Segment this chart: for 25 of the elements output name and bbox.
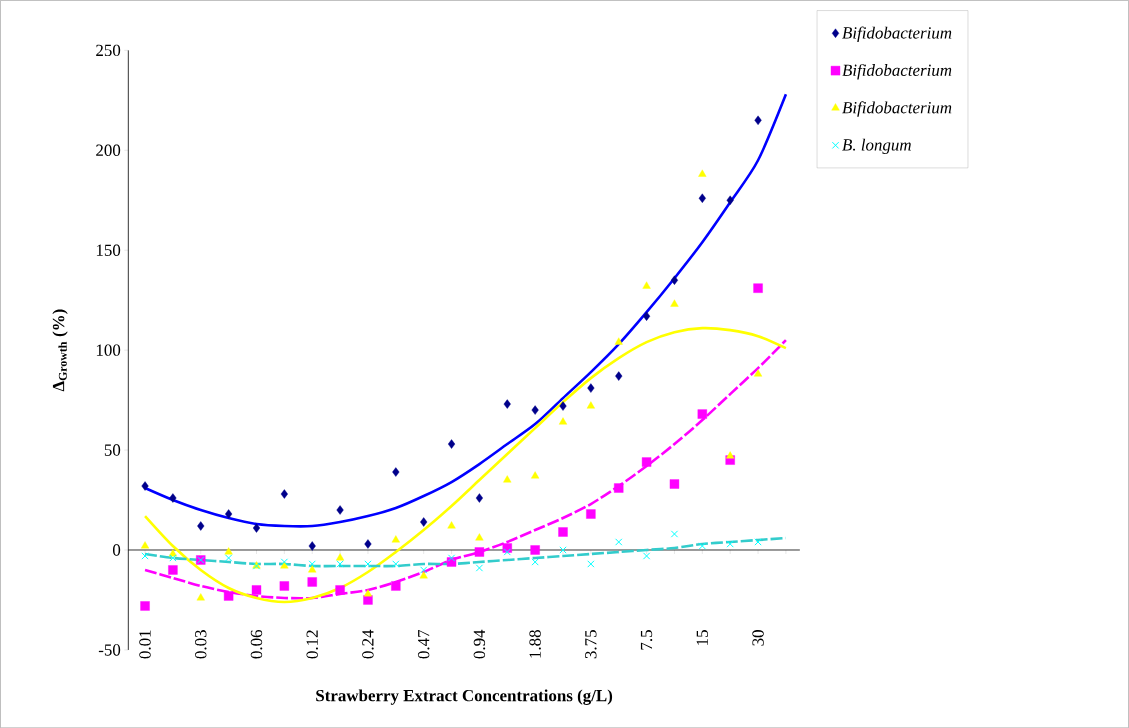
y-axis-title: Δ$_{Growth}$ (%): [52, 309, 68, 392]
legend-label: B. longum: [842, 138, 911, 154]
legend-label: Bifidobacterium: [842, 101, 952, 117]
x-axis-title: Strawberry Extract Concentrations (g/L): [316, 689, 613, 705]
y-tick-label: 200: [96, 144, 121, 156]
y-tick-label: 150: [96, 244, 121, 256]
y-tick-label: -50: [98, 644, 121, 656]
x-tick-label: 7.5: [640, 629, 653, 650]
x-tick-label: 0.03: [195, 629, 207, 659]
legend-label: Bifidobacterium: [842, 63, 952, 80]
x-tick-label: 30: [752, 629, 764, 646]
y-tick-label: 250: [96, 44, 121, 56]
x-tick-label: 0.24: [362, 629, 374, 659]
x-tick-label: 0.06: [250, 629, 263, 659]
x-tick-label: 15: [696, 629, 708, 645]
x-tick-label: 0.12: [306, 630, 318, 659]
y-tick-label: 100: [96, 344, 121, 356]
legend-label: Bifidobacterium: [842, 26, 952, 42]
x-tick-label: 0.47: [417, 629, 430, 659]
y-tick-label: 50: [104, 444, 121, 456]
x-tick-label: 0.94: [473, 629, 486, 659]
x-tick-label: 0.01: [139, 630, 151, 659]
x-tick-label: 3.75: [585, 629, 597, 659]
x-tick-label: 1.88: [529, 629, 541, 658]
y-tick-label: 0: [112, 544, 121, 556]
